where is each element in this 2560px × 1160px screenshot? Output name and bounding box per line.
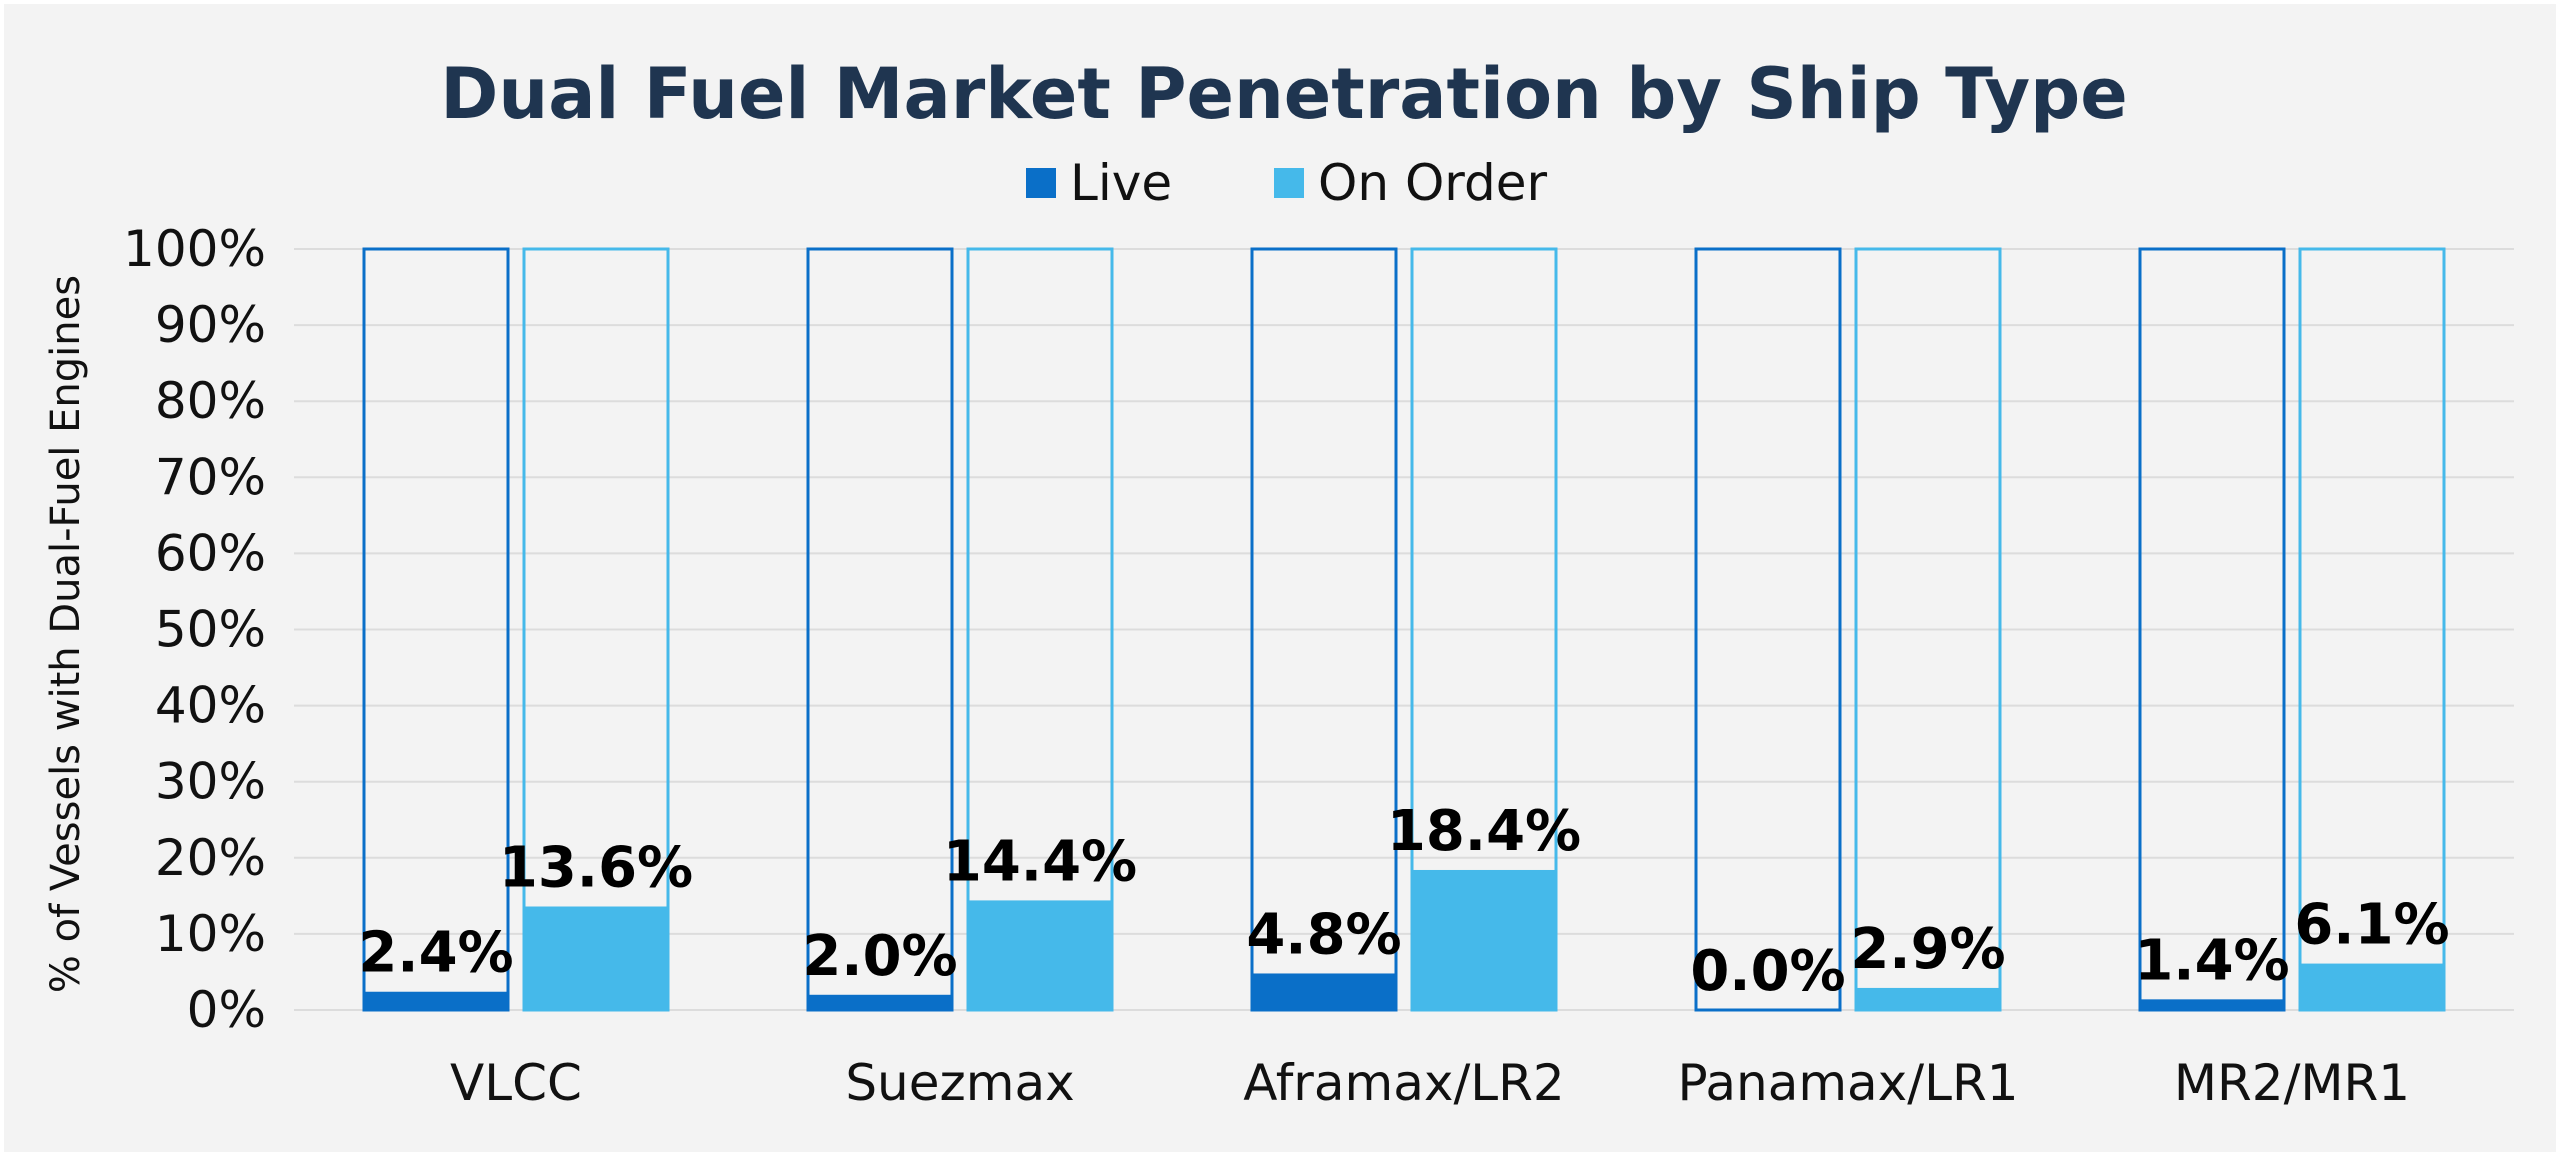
y-tick-label: 50% (155, 601, 266, 659)
bar-outline-live (1694, 247, 1842, 1012)
data-label-on-order: 2.9% (1850, 917, 2005, 982)
bar-live (2139, 999, 2285, 1010)
x-axis-ticks: VLCC Suezmax Aframax/LR2 Panamax/LR1 MR2/MR1 (450, 1054, 2410, 1112)
bar-live (363, 991, 509, 1010)
bar-live (807, 994, 953, 1010)
legend-label-on-order: On Order (1318, 154, 1547, 212)
y-tick-label: 30% (155, 753, 266, 811)
data-label-live: 1.4% (2134, 928, 2289, 993)
data-label-on-order: 14.4% (943, 829, 1137, 894)
legend: Live On Order (1026, 154, 1547, 212)
bar-on-order (1411, 869, 1557, 1010)
data-label-live: 2.4% (358, 921, 513, 986)
bar-live (1251, 973, 1397, 1010)
x-tick-label: Panamax/LR1 (1677, 1054, 2018, 1112)
x-tick-label: Aframax/LR2 (1243, 1054, 1564, 1112)
chart-title: Dual Fuel Market Penetration by Ship Typ… (440, 53, 2128, 135)
data-label-on-order: 18.4% (1387, 799, 1581, 864)
x-tick-label: Suezmax (845, 1054, 1074, 1112)
bar-on-order (1855, 987, 2001, 1010)
data-label-on-order: 13.6% (499, 836, 693, 901)
y-tick-label: 20% (155, 829, 266, 887)
bars (363, 869, 2445, 1010)
bar-on-order (2299, 963, 2445, 1010)
y-tick-label: 40% (155, 677, 266, 735)
y-tick-label: 100% (123, 220, 266, 278)
y-tick-label: 70% (155, 448, 266, 506)
y-tick-label: 80% (155, 372, 266, 430)
data-labels: 2.4% 13.6% 2.0% 14.4% 4.8% 18.4% 0.0% 2.9% 1.4%6… (358, 799, 2449, 1004)
y-tick-label: 0% (187, 981, 266, 1039)
legend-swatch-on-order (1274, 168, 1304, 198)
legend-label-live: Live (1070, 154, 1172, 212)
x-tick-label: MR2/MR1 (2174, 1054, 2410, 1112)
x-tick-label: VLCC (450, 1054, 582, 1112)
y-axis-ticks: 0% 10% 20% 30% 40% 50% 60% 70% 80% 90% 100% (123, 220, 266, 1039)
y-tick-label: 10% (155, 905, 266, 963)
bar-on-order (523, 906, 669, 1010)
chart: 0% 10% 20% 30% 40% 50% 60% 70% 80% 90% 100% VLCC Su… (43, 53, 2514, 1112)
data-label-live: 0.0% (1690, 939, 1845, 1004)
data-label-on-order: 6.1% (2294, 893, 2449, 958)
data-label-live: 2.0% (802, 924, 957, 989)
data-label-live: 4.8% (1246, 902, 1401, 967)
y-tick-label: 60% (155, 524, 266, 582)
legend-swatch-live (1026, 168, 1056, 198)
y-axis-label: % of Vessels with Dual-Fuel Engines (43, 275, 89, 993)
y-tick-label: 90% (155, 296, 266, 354)
bar-on-order (967, 900, 1113, 1010)
